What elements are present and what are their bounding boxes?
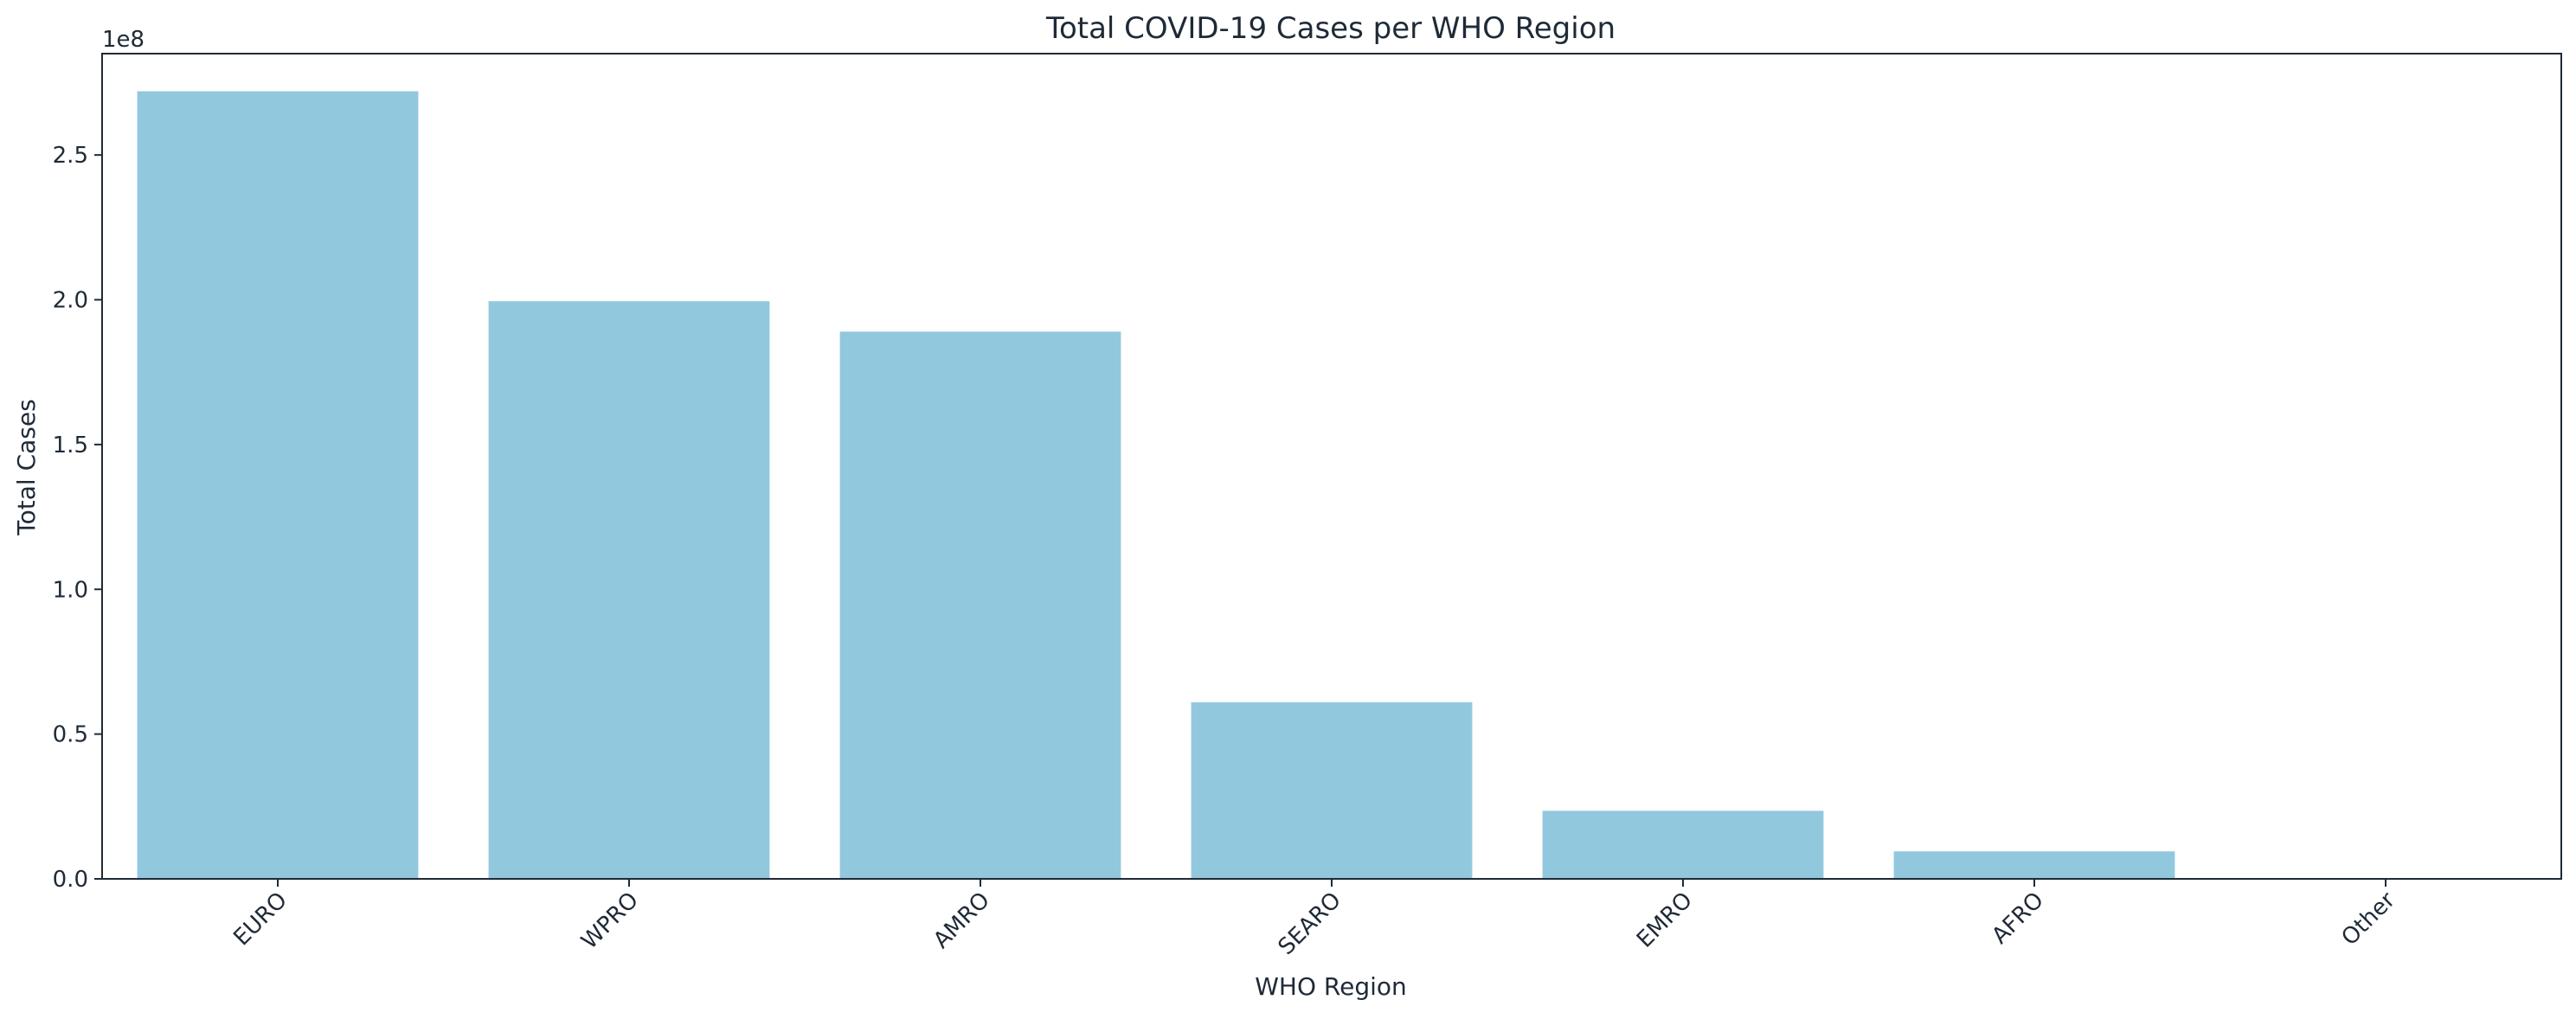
bar-emro (1542, 811, 1824, 879)
y-tick-label: 1.0 (53, 577, 88, 603)
x-tick-label: Other (2337, 888, 2401, 952)
x-tick-label: EURO (228, 888, 292, 952)
bar-afro (1893, 851, 2175, 879)
x-tick-label: WPRO (576, 888, 644, 955)
x-tick-label: SEARO (1274, 888, 1346, 960)
x-tick-label: AMRO (928, 888, 995, 954)
y-axis-offset-label: 1e8 (102, 27, 145, 53)
y-tick-label: 0.5 (53, 722, 88, 748)
x-tick-label: AFRO (1987, 888, 2049, 950)
x-axis-label: WHO Region (1255, 972, 1407, 1001)
bar-searo (1191, 702, 1473, 879)
chart-title: Total COVID-19 Cases per WHO Region (1045, 11, 1616, 46)
bars-group (137, 91, 2175, 879)
y-axis-ticks: 0.0 0.5 1.0 1.5 2.0 2.5 (53, 143, 102, 893)
y-tick-label: 0.0 (53, 867, 88, 893)
bar-euro (137, 91, 419, 879)
bar-wpro (488, 301, 770, 879)
bar-amro (839, 331, 1121, 879)
y-tick-label: 1.5 (53, 433, 88, 458)
y-axis-label: Total Cases (12, 399, 41, 535)
x-tick-label: EMRO (1632, 888, 1698, 953)
plot-frame (101, 53, 2562, 880)
y-tick-label: 2.0 (53, 288, 88, 314)
y-tick-label: 2.5 (53, 143, 88, 169)
x-axis-ticks: EURO WPRO AMRO SEARO EMRO AFRO Other (228, 879, 2400, 960)
